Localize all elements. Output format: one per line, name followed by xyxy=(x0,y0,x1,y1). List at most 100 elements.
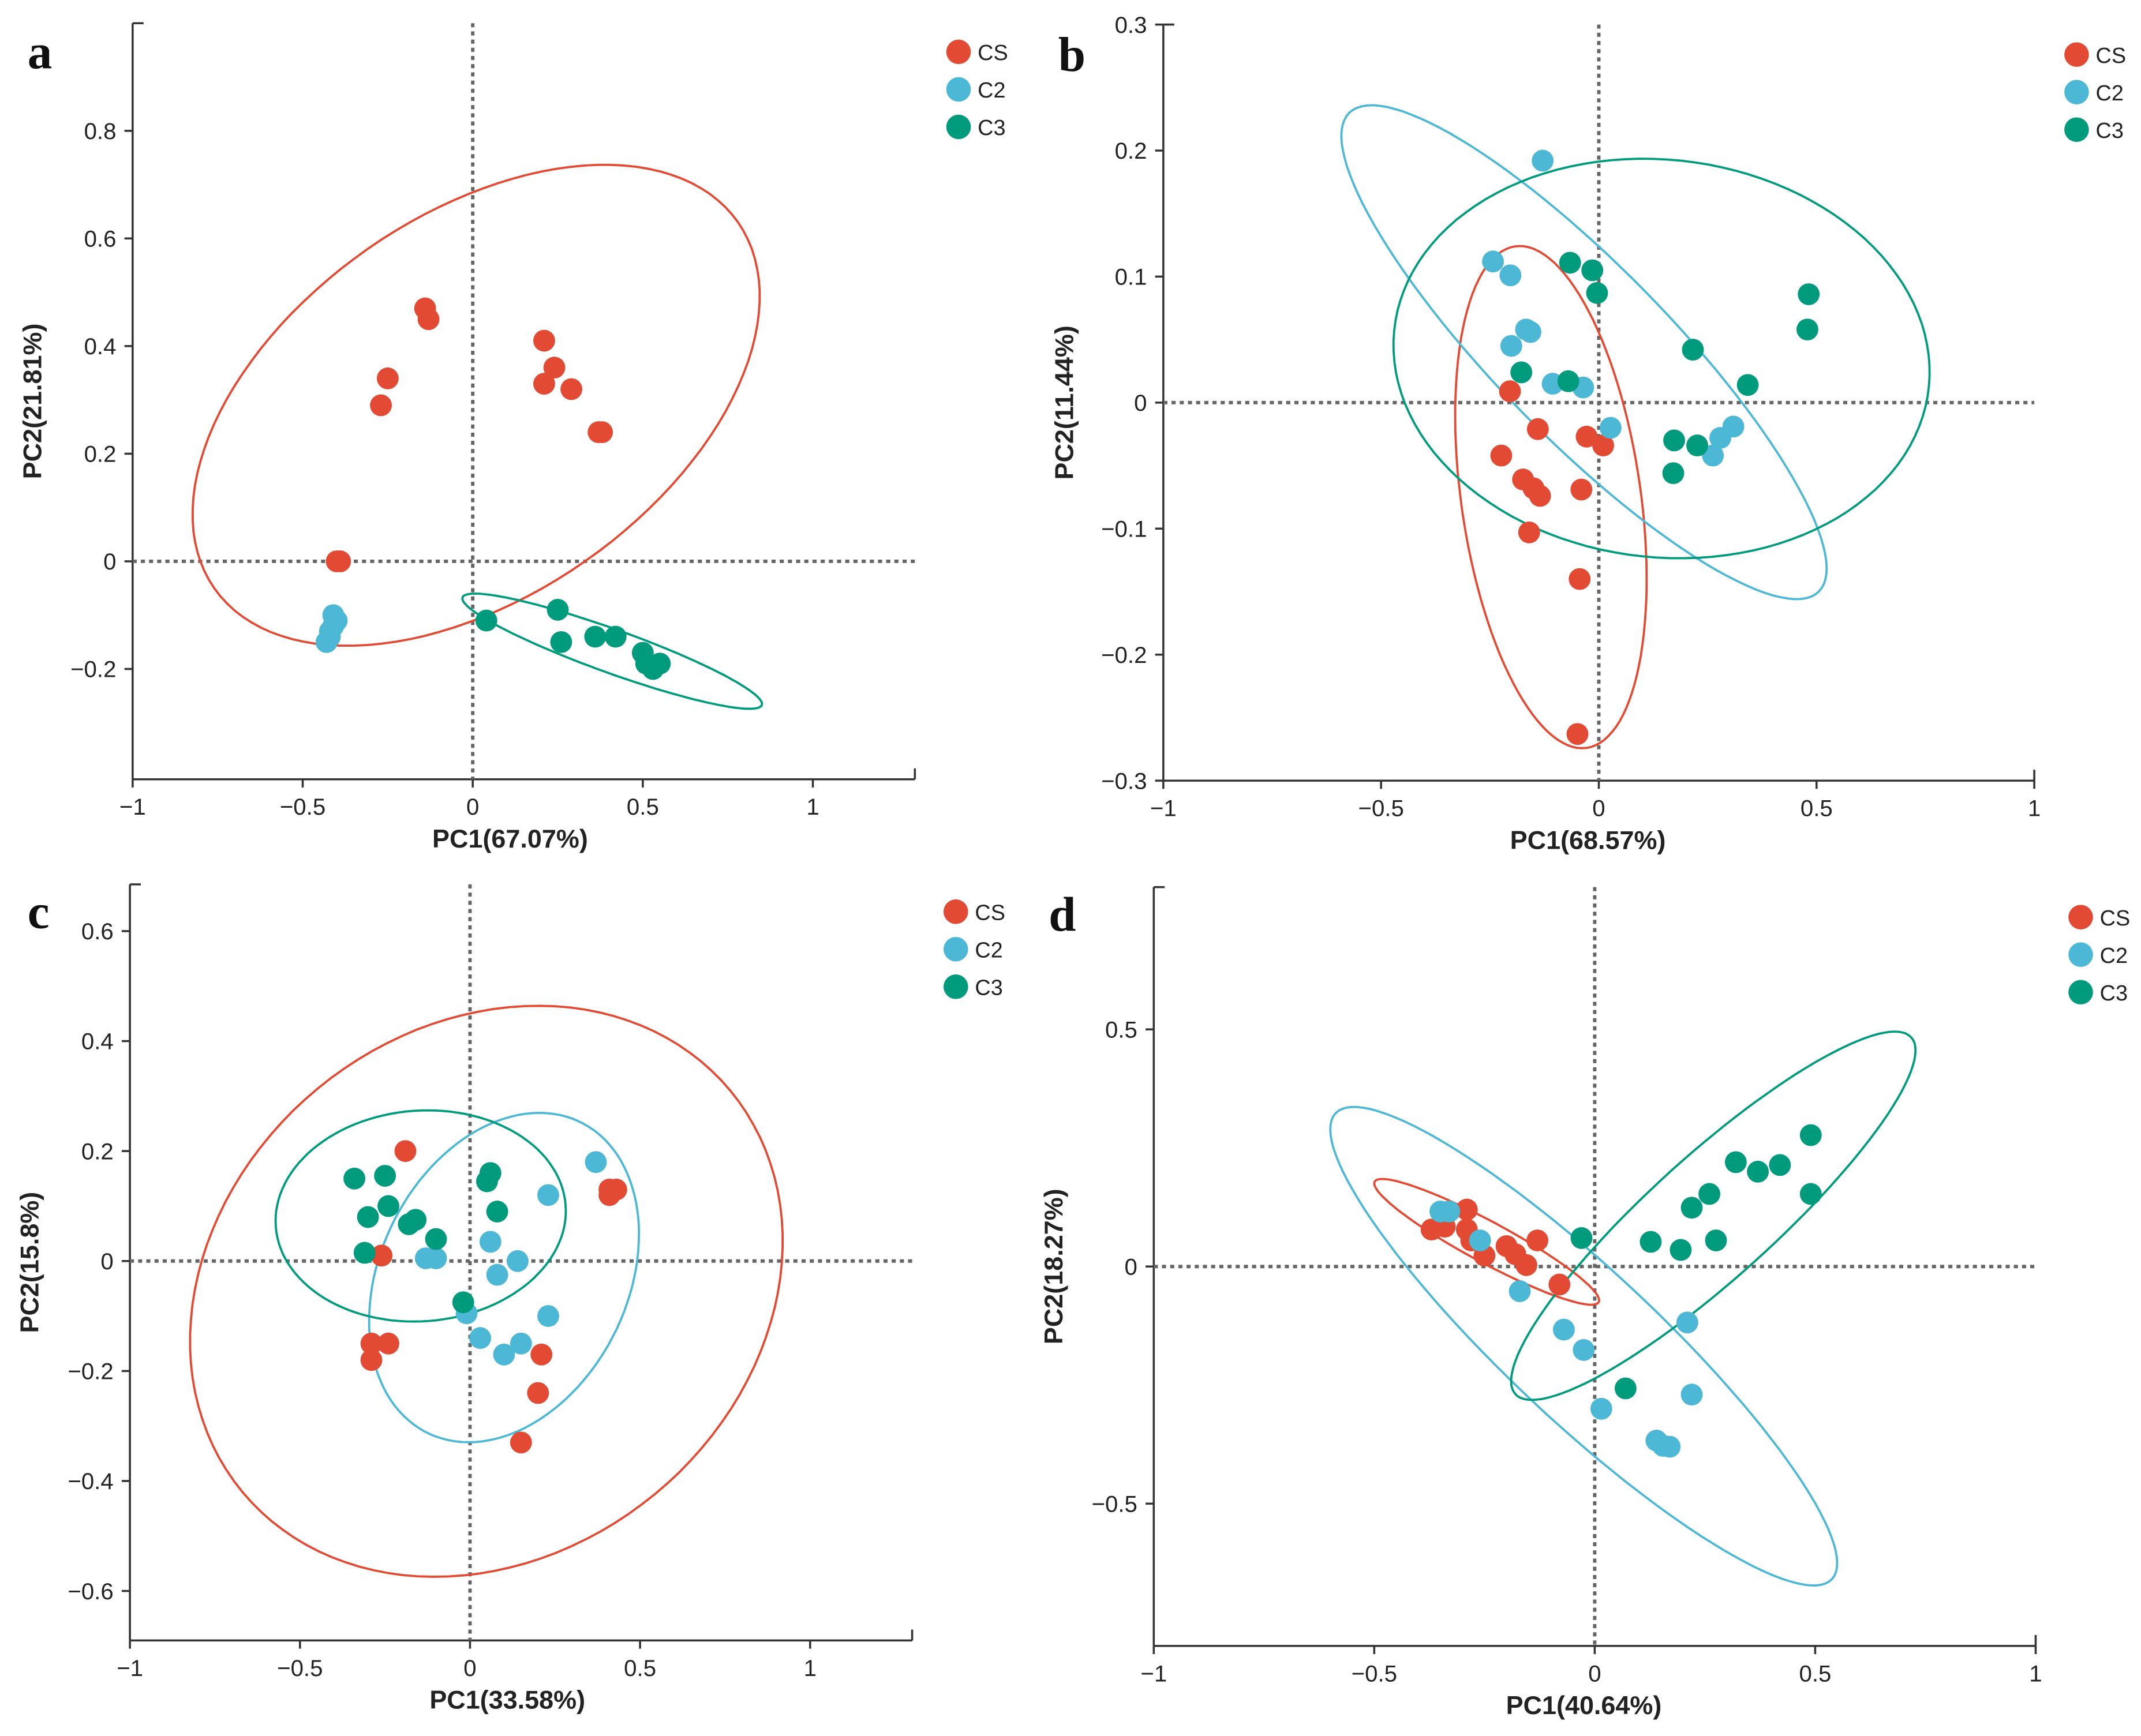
data-point-cs xyxy=(1529,485,1551,507)
data-point-c3 xyxy=(1581,259,1604,282)
data-point-cs xyxy=(417,308,440,331)
data-point-c2 xyxy=(1702,444,1724,467)
y-tick-label: 0.8 xyxy=(84,118,117,144)
data-point-c2 xyxy=(1680,1383,1703,1406)
y-tick-label: 0.2 xyxy=(1115,138,1147,164)
y-tick-label: 0.4 xyxy=(81,1029,114,1055)
y-axis-title: PC2(11.44%) xyxy=(1050,325,1079,479)
data-point-c3 xyxy=(649,653,671,675)
data-point-cs xyxy=(533,329,555,352)
x-tick-label: −0.5 xyxy=(1358,796,1403,822)
legend-label: CS xyxy=(978,41,1008,65)
data-point-c2 xyxy=(425,1247,447,1269)
data-point-c3 xyxy=(1736,374,1759,396)
confidence-ellipse-cs xyxy=(1373,1178,1600,1306)
confidence-ellipse-cs xyxy=(192,163,761,647)
legend-marker-c3 xyxy=(2068,980,2093,1005)
data-point-c3 xyxy=(1586,282,1608,304)
y-tick-label: 0 xyxy=(1125,1254,1137,1280)
data-point-cs xyxy=(1548,1273,1571,1296)
data-point-c3 xyxy=(1698,1183,1720,1205)
data-point-cs xyxy=(530,1343,553,1366)
y-tick-label: 0.1 xyxy=(1115,264,1147,290)
x-tick-label: 0 xyxy=(466,794,479,820)
data-point-c3 xyxy=(475,609,497,632)
confidence-ellipse-c2 xyxy=(1340,104,1828,601)
y-axis-title: PC2(21.81%) xyxy=(17,324,47,479)
data-point-c3 xyxy=(405,1209,427,1231)
data-point-c3 xyxy=(1747,1160,1769,1183)
x-tick-label: −0.5 xyxy=(1352,1660,1397,1686)
data-point-c2 xyxy=(1552,1318,1575,1341)
data-point-cs xyxy=(1570,478,1593,501)
data-point-c2 xyxy=(1499,264,1522,287)
panel-b: b −1 −0.5 0 0.5 1 −0.3 −0.2 −0.1 0 0.1 0.2 0.3 PC1(68… xyxy=(1050,12,2126,855)
data-point-cs xyxy=(377,1332,399,1355)
data-point-cs xyxy=(1592,434,1614,457)
data-point-c3 xyxy=(1724,1151,1747,1173)
panel-label: d xyxy=(1049,887,1076,942)
data-point-c3 xyxy=(1680,1197,1703,1219)
legend-label: CS xyxy=(2100,906,2131,931)
y-tick-label: 0.6 xyxy=(81,918,114,944)
y-tick-label: −0.1 xyxy=(1101,516,1147,542)
y-tick-label: 0.2 xyxy=(84,441,117,467)
data-point-c2 xyxy=(537,1305,559,1328)
x-tick-label: 0.5 xyxy=(1801,796,1833,822)
data-point-c2 xyxy=(1659,1435,1681,1458)
data-point-c3 xyxy=(1570,1227,1593,1249)
y-axis-title: PC2(18.27%) xyxy=(1039,1188,1068,1344)
data-point-cs xyxy=(1499,380,1521,403)
data-point-c3 xyxy=(1682,339,1704,361)
confidence-ellipse-c3 xyxy=(461,593,763,710)
legend-marker-cs xyxy=(2064,42,2089,67)
data-point-cs xyxy=(605,1178,627,1201)
y-tick-label: 0.4 xyxy=(84,333,117,359)
data-point-c2 xyxy=(1515,318,1537,341)
x-tick-label: 1 xyxy=(2028,796,2041,822)
data-point-cs xyxy=(329,550,351,572)
data-point-c3 xyxy=(1557,370,1579,392)
data-point-c2 xyxy=(1709,427,1731,449)
data-point-c2 xyxy=(585,1151,607,1173)
data-point-cs xyxy=(360,1332,383,1355)
confidence-ellipse-cs xyxy=(1454,245,1648,749)
data-point-c3 xyxy=(1662,462,1685,485)
data-point-c2 xyxy=(507,1250,529,1272)
data-point-cs xyxy=(527,1382,549,1404)
x-tick-label: −1 xyxy=(119,794,146,820)
data-point-cs xyxy=(1569,568,1591,590)
legend-marker-c3 xyxy=(946,114,971,140)
legend-marker-c2 xyxy=(944,936,968,962)
panel-a: a −1 −0.5 0 0.5 1 −0.2 0 0.2 0.4 0.6 0.8 PC1(67.07%)… xyxy=(17,22,1008,853)
data-point-c3 xyxy=(452,1291,474,1314)
data-point-c3 xyxy=(425,1228,447,1250)
data-point-cs xyxy=(533,373,555,395)
data-point-c3 xyxy=(1798,283,1820,305)
data-point-c2 xyxy=(510,1332,532,1355)
panel-label: c xyxy=(28,885,50,939)
x-tick-label: 0.5 xyxy=(627,794,659,820)
legend-marker-cs xyxy=(944,899,968,924)
data-point-cs xyxy=(360,1349,383,1371)
x-axis-title: PC1(40.64%) xyxy=(1506,1690,1662,1720)
legend-marker-c3 xyxy=(2064,117,2089,143)
data-point-c2 xyxy=(1599,417,1622,439)
legend-label: C3 xyxy=(2096,119,2124,143)
data-point-cs xyxy=(1515,1254,1537,1276)
y-tick-label: −0.2 xyxy=(68,1359,113,1385)
data-point-c2 xyxy=(537,1184,559,1206)
data-point-c3 xyxy=(1559,252,1581,274)
data-point-c3 xyxy=(1796,318,1818,341)
legend-marker-cs xyxy=(946,39,971,65)
data-point-cs xyxy=(1518,521,1540,543)
data-point-cs xyxy=(370,1244,393,1267)
confidence-ellipse-c3 xyxy=(274,1109,567,1323)
legend-label: C2 xyxy=(2100,944,2128,968)
legend-label: C3 xyxy=(975,976,1002,1000)
y-tick-label: 0.5 xyxy=(1105,1017,1137,1043)
data-point-cs xyxy=(1526,1229,1548,1251)
legend-marker-c2 xyxy=(2064,80,2089,104)
data-point-c3 xyxy=(1686,434,1708,457)
data-point-c3 xyxy=(1799,1183,1822,1205)
